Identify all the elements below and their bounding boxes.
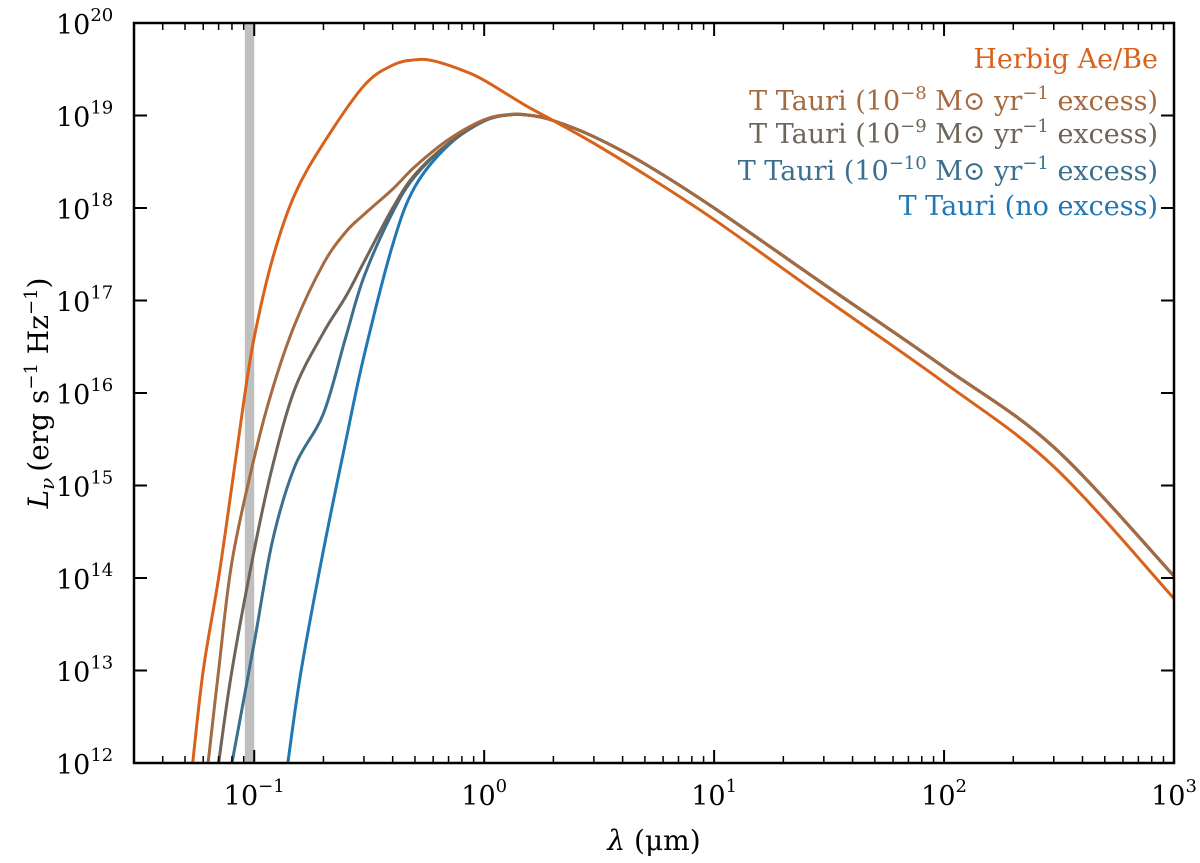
legend-entry-ttauri-no-excess: T Tauri (no excess) — [899, 191, 1158, 222]
legend-entry-herbig: Herbig Ae/Be — [973, 44, 1158, 75]
series-line-ttauri-1e-8 — [206, 112, 1174, 763]
y-tick-label: 1017 — [56, 283, 113, 319]
legend-entry-ttauri-1e-9: T Tauri (10−9 M⊙ yr−1 excess) — [749, 116, 1158, 150]
x-tick-label: 103 — [1151, 776, 1197, 812]
y-tick-label: 1014 — [56, 560, 113, 596]
legend-entry-ttauri-1e-10: T Tauri (10−10 M⊙ yr−1 excess) — [738, 153, 1158, 187]
y-tick-label: 1016 — [56, 375, 113, 411]
legend-ttauri-1e-9-post: M⊙ yr — [927, 119, 1023, 150]
y-tick-label: 1012 — [56, 745, 113, 781]
y-axis-unit-close: ) — [22, 278, 55, 289]
legend-ttauri-1e-8-exp2: −1 — [1022, 83, 1049, 104]
y-axis-symbol-sub: ν — [35, 478, 59, 490]
legend-ttauri-1e-8-tail: excess) — [1049, 86, 1158, 117]
x-tick-label: 100 — [461, 776, 507, 812]
y-axis-unit-open: (erg s — [22, 390, 55, 472]
legend-herbig-label: Herbig Ae/Be — [973, 44, 1158, 75]
legend-ttauri-1e-8-post: M⊙ yr — [927, 86, 1023, 117]
x-tick-label: 101 — [691, 776, 737, 812]
y-tick-label: 1018 — [56, 190, 113, 226]
x-axis-symbol: λ — [606, 824, 625, 857]
x-axis-title: λ (μm) — [606, 824, 700, 857]
legend-ttauri-1e-10-tail: excess) — [1049, 156, 1158, 187]
y-axis-symbol: L — [22, 490, 55, 510]
x-tick-label: 10−1 — [224, 776, 285, 812]
y-tick-label: 1019 — [56, 98, 113, 134]
legend-ttauri-1e-9-pre: T Tauri (10 — [749, 119, 900, 150]
legend-entry-ttauri-1e-8: T Tauri (10−8 M⊙ yr−1 excess) — [749, 83, 1158, 117]
legend-ttauri-1e-10-pre: T Tauri (10 — [738, 156, 889, 187]
shaded-band — [244, 23, 255, 763]
y-axis-unit-exp1: −1 — [21, 363, 42, 390]
y-axis-title: Lν(erg s−1 Hz−1) — [21, 278, 59, 510]
series-line-herbig — [191, 57, 1174, 763]
legend-ttauri-1e-10-exp: −10 — [889, 153, 927, 174]
y-axis-unit-mid: Hz — [22, 315, 55, 363]
legend-ttauri-1e-8-exp: −8 — [900, 83, 927, 104]
y-tick-label: 1013 — [56, 653, 113, 689]
x-tick-label: 102 — [921, 776, 967, 812]
legend-ttauri-1e-9-exp: −9 — [900, 116, 927, 137]
legend-ttauri-1e-8-pre: T Tauri (10 — [749, 86, 900, 117]
y-axis-unit-exp2: −1 — [21, 288, 42, 315]
legend-ttauri-1e-9-tail: excess) — [1049, 119, 1158, 150]
legend-ttauri-1e-9-exp2: −1 — [1022, 116, 1049, 137]
legend: Herbig Ae/Be T Tauri (10−8 M⊙ yr−1 exces… — [738, 44, 1158, 222]
y-tick-label: 1015 — [56, 468, 113, 504]
x-axis-unit: (μm) — [634, 824, 701, 857]
legend-ttauri-1e-10-post: M⊙ yr — [927, 156, 1023, 187]
legend-ttauri-no-excess-label: T Tauri (no excess) — [899, 191, 1158, 222]
y-tick-label: 1020 — [56, 5, 113, 41]
legend-ttauri-1e-10-exp2: −1 — [1022, 153, 1049, 174]
